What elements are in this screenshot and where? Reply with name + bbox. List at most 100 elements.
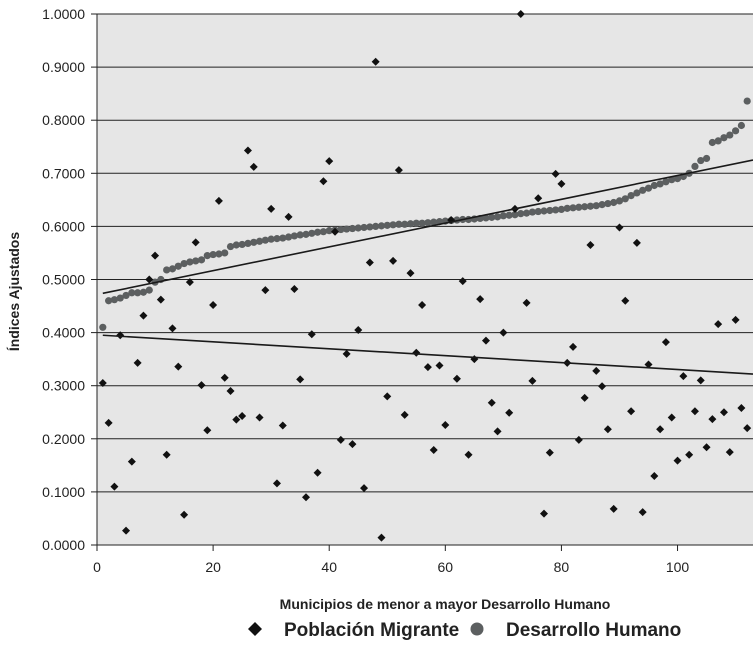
data-point-poblacion-migrante xyxy=(313,468,322,477)
data-point-poblacion-migrante xyxy=(673,456,682,465)
data-point-desarrollo-humano xyxy=(581,203,589,211)
data-point-desarrollo-humano xyxy=(221,249,229,257)
data-point-desarrollo-humano xyxy=(406,220,415,228)
data-point-desarrollo-humano xyxy=(296,231,304,239)
data-point-poblacion-migrante xyxy=(476,295,485,304)
data-point-poblacion-migrante xyxy=(243,146,252,155)
data-point-desarrollo-humano xyxy=(557,205,566,214)
data-point-poblacion-migrante xyxy=(191,238,200,247)
data-point-desarrollo-humano xyxy=(319,228,328,236)
data-point-desarrollo-humano xyxy=(575,203,583,211)
data-point-desarrollo-humano xyxy=(308,229,316,237)
data-point-poblacion-migrante xyxy=(389,256,398,265)
data-point-poblacion-migrante xyxy=(360,484,369,493)
data-point-desarrollo-humano xyxy=(163,266,171,274)
data-point-desarrollo-humano xyxy=(517,210,525,218)
data-point-poblacion-migrante xyxy=(464,450,473,459)
x-tick-label: 40 xyxy=(321,559,337,575)
data-point-poblacion-migrante xyxy=(540,509,549,518)
data-point-desarrollo-humano xyxy=(569,204,577,212)
data-point-desarrollo-humano xyxy=(731,127,740,135)
data-point-desarrollo-humano xyxy=(209,250,217,259)
scatter-chart: 0.0000 0.1000 0.2000 0.3000 0.4000 0.5000 0.60… xyxy=(6,6,753,612)
data-point-poblacion-migrante xyxy=(656,425,665,434)
data-point-desarrollo-humano xyxy=(122,291,130,300)
data-point-poblacion-migrante xyxy=(557,179,566,188)
data-point-poblacion-migrante xyxy=(365,258,374,267)
data-point-poblacion-migrante xyxy=(307,330,316,339)
data-point-poblacion-migrante xyxy=(429,445,438,454)
data-point-desarrollo-humano xyxy=(244,239,252,247)
data-point-poblacion-migrante xyxy=(110,482,119,491)
data-point-desarrollo-humano xyxy=(540,207,548,215)
data-point-desarrollo-humano xyxy=(395,220,403,228)
data-point-poblacion-migrante xyxy=(685,450,694,459)
data-point-desarrollo-humano xyxy=(412,219,420,227)
data-point-desarrollo-humano xyxy=(372,222,380,230)
data-point-poblacion-migrante xyxy=(586,240,595,249)
data-point-poblacion-migrante xyxy=(98,379,107,388)
legend-item-desarrollo-humano: Desarrollo Humano xyxy=(470,620,681,642)
data-point-poblacion-migrante xyxy=(435,361,444,370)
data-point-desarrollo-humano xyxy=(499,212,507,220)
data-point-poblacion-migrante xyxy=(528,376,537,385)
data-point-desarrollo-humano xyxy=(627,192,635,200)
data-point-desarrollo-humano xyxy=(563,204,571,212)
data-point-poblacion-migrante xyxy=(603,425,612,434)
data-point-poblacion-migrante xyxy=(632,238,641,247)
data-point-desarrollo-humano xyxy=(546,206,554,215)
data-point-desarrollo-humano xyxy=(134,289,142,297)
data-point-desarrollo-humano xyxy=(197,256,206,264)
data-point-desarrollo-humano xyxy=(639,186,647,194)
data-point-poblacion-migrante xyxy=(145,275,154,284)
data-point-desarrollo-humano xyxy=(610,198,618,207)
data-point-desarrollo-humano xyxy=(366,223,374,231)
y-tick-label: 0.1000 xyxy=(42,484,85,500)
x-tick-label: 0 xyxy=(93,559,101,575)
data-point-desarrollo-humano xyxy=(668,176,676,184)
circle-marker-icon xyxy=(470,620,484,642)
data-point-desarrollo-humano xyxy=(702,154,711,163)
data-point-poblacion-migrante xyxy=(394,166,403,175)
y-tick-label: 0.3000 xyxy=(42,378,85,394)
data-point-desarrollo-humano xyxy=(633,189,641,197)
data-point-poblacion-migrante xyxy=(598,382,607,391)
data-point-desarrollo-humano xyxy=(604,199,612,208)
data-point-poblacion-migrante xyxy=(342,349,351,358)
data-point-poblacion-migrante xyxy=(185,278,194,287)
data-point-desarrollo-humano xyxy=(290,232,298,240)
y-tick-label: 0.9000 xyxy=(42,59,85,75)
data-point-desarrollo-humano xyxy=(737,121,745,130)
data-point-poblacion-migrante xyxy=(551,169,560,178)
data-point-poblacion-migrante xyxy=(261,286,270,295)
data-point-poblacion-migrante xyxy=(116,331,125,340)
data-point-desarrollo-humano xyxy=(743,97,751,105)
data-point-poblacion-migrante xyxy=(127,457,136,466)
trendline xyxy=(102,334,753,375)
data-point-poblacion-migrante xyxy=(609,504,618,513)
data-point-poblacion-migrante xyxy=(203,426,212,435)
data-point-poblacion-migrante xyxy=(290,285,299,294)
data-point-desarrollo-humano xyxy=(302,230,310,238)
data-point-desarrollo-humano xyxy=(128,289,136,297)
data-point-poblacion-migrante xyxy=(267,204,276,213)
data-point-poblacion-migrante xyxy=(284,212,293,221)
data-point-poblacion-migrante xyxy=(406,269,415,278)
data-point-poblacion-migrante xyxy=(400,410,409,419)
data-point-desarrollo-humano xyxy=(482,214,490,222)
data-point-poblacion-migrante xyxy=(214,196,223,205)
data-point-desarrollo-humano xyxy=(215,250,223,258)
x-tick-label: 100 xyxy=(666,559,690,575)
data-point-desarrollo-humano xyxy=(401,220,409,228)
data-point-poblacion-migrante xyxy=(708,415,717,424)
y-tick-label: 0.5000 xyxy=(42,272,85,288)
data-point-poblacion-migrante xyxy=(452,374,461,383)
data-point-poblacion-migrante xyxy=(725,448,734,457)
data-point-desarrollo-humano xyxy=(273,235,281,243)
data-point-desarrollo-humano xyxy=(691,162,699,170)
data-point-desarrollo-humano xyxy=(650,181,658,190)
data-point-poblacion-migrante xyxy=(534,194,543,203)
diamond-marker-icon xyxy=(248,620,262,642)
data-point-desarrollo-humano xyxy=(99,323,107,331)
data-point-poblacion-migrante xyxy=(481,336,490,345)
